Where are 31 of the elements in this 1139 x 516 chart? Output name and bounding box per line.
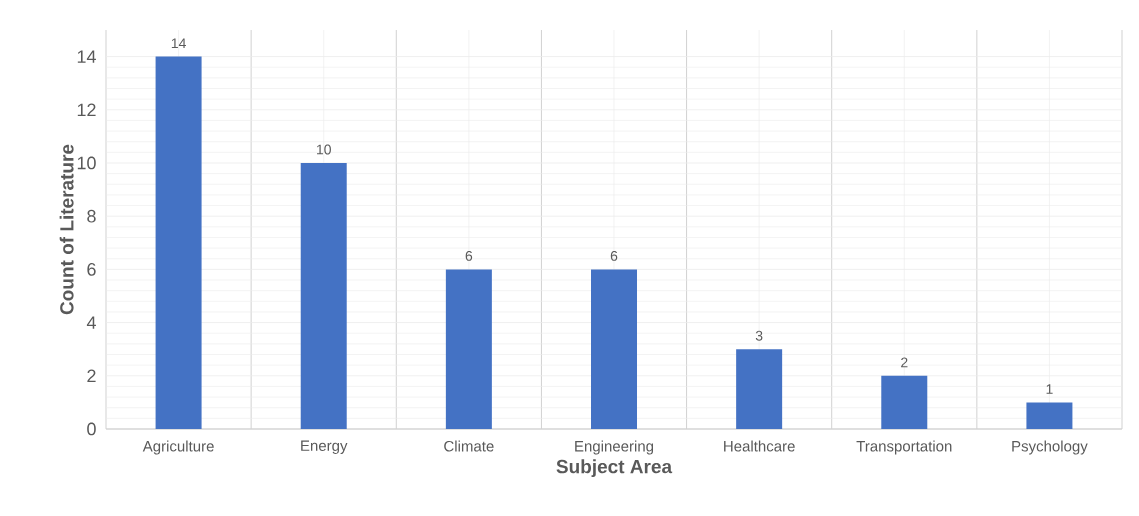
data-label: 10: [317, 144, 331, 155]
y-tick-label: 12: [77, 103, 96, 117]
bar: [300, 162, 347, 429]
x-tick-label: Psychology: [1012, 440, 1088, 455]
data-label: 6: [610, 250, 618, 261]
y-tick-label: 2: [87, 369, 96, 383]
y-tick-label: 8: [87, 209, 96, 223]
x-tick-label: Healthcare: [724, 440, 795, 452]
data-label: 2: [901, 357, 908, 368]
x-axis-title: Subject Area: [556, 459, 673, 478]
y-tick-label: 6: [87, 263, 96, 276]
x-tick-label: Engineering: [575, 440, 654, 455]
bar: [736, 349, 783, 429]
x-tick-label: Energy: [301, 440, 348, 454]
y-tick-label: 10: [77, 156, 96, 170]
y-tick-label: 14: [77, 50, 96, 63]
y-axis-title: Count of Literature: [59, 144, 74, 315]
data-label: 3: [755, 330, 763, 341]
bar: [155, 56, 202, 429]
bar: [1026, 402, 1073, 429]
data-label: 1: [1046, 384, 1053, 394]
x-tick-label: Transportation: [856, 440, 952, 455]
y-tick-label: 0: [87, 422, 96, 436]
y-tick-label: 4: [86, 316, 96, 329]
bar: [445, 269, 492, 429]
x-tick-label: Climate: [444, 440, 494, 452]
bar: [881, 375, 928, 429]
data-label: 6: [465, 250, 473, 261]
data-label: 14: [171, 38, 186, 49]
bar: [591, 269, 638, 429]
x-tick-label: Agriculture: [142, 440, 214, 455]
